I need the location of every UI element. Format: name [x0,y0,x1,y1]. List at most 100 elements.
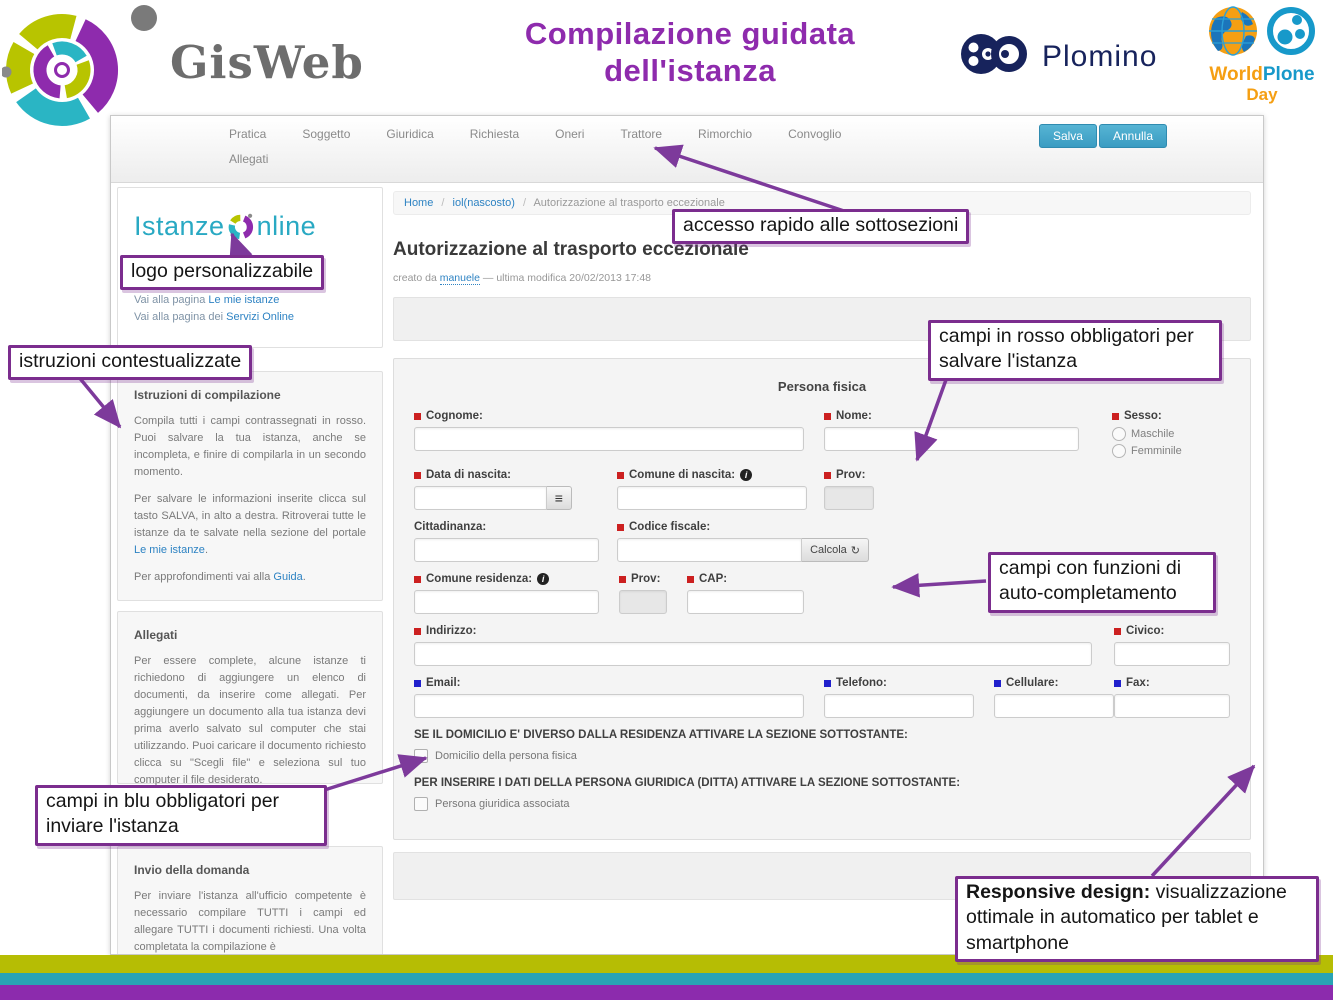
info-icon[interactable]: i [740,469,753,481]
telefono-label: Telefono: [824,677,974,689]
le-mie-istanze-link-2[interactable]: Le mie istanze [134,543,205,556]
plomino-wordmark: Plomino [1042,39,1158,73]
data-nascita-input[interactable] [414,486,547,510]
nome-input[interactable] [824,427,1079,451]
invio-p1: Per inviare l'istanza all'ufficio compet… [134,889,366,953]
guida-link[interactable]: Guida [273,570,303,583]
invio-title: Invio della domanda [134,863,250,877]
indirizzo-input[interactable] [414,642,1092,666]
required-blue-marker [824,679,831,687]
codice-fiscale-input[interactable] [617,538,803,562]
istruzioni-p3: Per approfondimenti vai alla Guida. [134,570,306,583]
plomino-icon [960,26,1032,87]
info-icon[interactable]: i [537,573,550,585]
company-checkbox[interactable] [414,797,428,811]
prov-residenza-input [619,590,667,614]
email-input[interactable] [414,694,804,718]
cognome-input[interactable] [414,427,804,451]
tab-allegati[interactable]: Allegati [229,152,269,166]
cittadinanza-input[interactable] [414,538,599,562]
callout-logo: logo personalizzabile [120,255,325,291]
required-red-marker [414,471,421,479]
tab-richiesta[interactable]: Richiesta [469,127,520,141]
prov-nascita-input [824,486,874,510]
required-blue-marker [994,679,1001,687]
cellulare-input[interactable] [994,694,1114,718]
link-le-mie-istanze-line: Vai alla pagina Le mie istanze [134,293,280,306]
tab-rimorchio[interactable]: Rimorchio [698,127,753,141]
page-title: Autorizzazione al trasporto eccezionale [393,239,749,260]
cellulare-label: Cellulare: [994,677,1114,689]
plomino-logo: Plomino [960,26,1157,87]
breadcrumb-section-link[interactable]: iol(nascosto) [452,197,515,209]
email-label: Email: [414,677,804,689]
nome-label: Nome: [824,410,1079,422]
byline: creato da manuele — ultima modifica 20/0… [393,272,652,285]
refresh-icon: ↻ [850,544,860,557]
nav-tabs-row2: Allegati [111,141,1263,166]
femminile-radio[interactable] [1112,444,1126,458]
required-red-marker [824,471,831,479]
allegati-title: Allegati [134,628,178,642]
required-red-marker [824,412,831,420]
tab-oneri[interactable]: Oneri [555,127,585,141]
maschile-label: Maschile [1131,428,1175,440]
prov-residenza-label: Prov: [619,573,667,585]
required-red-marker [1112,412,1119,420]
femminile-label: Femminile [1131,445,1182,457]
telefono-input[interactable] [824,694,974,718]
callout-responsive: Responsive design: visualizzazione ottim… [955,876,1319,963]
tab-soggetto[interactable]: Soggetto [302,127,351,141]
fax-label: Fax: [1114,677,1230,689]
worldplone-day-label: Day [1246,84,1278,104]
civico-input[interactable] [1114,642,1230,666]
required-blue-marker [1114,679,1121,687]
tab-pratica[interactable]: Pratica [229,127,267,141]
worldplone-day-logo: WorldPlone Day [1196,4,1328,105]
breadcrumb-current: Autorizzazione al trasporto eccezionale [533,197,725,209]
comune-nascita-input[interactable] [617,486,807,510]
le-mie-istanze-link[interactable]: Le mie istanze [208,293,280,306]
callout-subsections: accesso rapido alle sottosezioni [672,209,970,245]
sesso-options: Maschile Femminile [1112,427,1230,458]
istanze-online-o-icon [227,213,255,241]
callout-instructions: istruzioni contestualizzate [8,345,253,381]
required-red-marker [619,575,626,583]
cognome-label: Cognome: [414,410,804,422]
allegati-p1: Per essere complete, alcune istanze ti r… [134,654,366,786]
link-servizi-online-line: Vai alla pagina dei Servizi Online [134,310,295,323]
cap-input[interactable] [687,590,804,614]
domicile-checkbox[interactable] [414,749,428,763]
istanze-online-text-b: nline [256,211,317,241]
gisweb-wordmark: GisWeb [170,36,364,89]
author-link[interactable]: manuele [439,272,480,285]
breadcrumb-home-link[interactable]: Home [404,197,434,209]
comune-residenza-input[interactable] [414,590,599,614]
maschile-radio[interactable] [1112,427,1126,441]
cancel-button[interactable]: Annulla [1098,124,1167,148]
main-content: Home / iol(nascosto) / Autorizzazione al… [393,183,1251,954]
top-navigation: Pratica Soggetto Giuridica Richiesta One… [111,116,1263,183]
footer-stripe-purple [0,985,1333,1000]
required-red-marker [617,471,624,479]
save-button[interactable]: Salva [1038,124,1097,148]
tab-giuridica[interactable]: Giuridica [386,127,434,141]
codice-fiscale-label: Codice fiscale: [617,521,869,533]
required-red-marker [617,523,624,531]
sesso-label: Sesso: [1112,410,1230,422]
globe-icon [1206,4,1260,63]
form-actions: Salva Annulla [1038,124,1167,148]
servizi-online-link[interactable]: Servizi Online [226,310,295,323]
portlet-allegati: Allegati Per essere complete, alcune ist… [117,611,383,786]
civico-label: Civico: [1114,625,1230,637]
calendar-button[interactable]: ≡ [546,486,572,510]
tab-trattore[interactable]: Trattore [620,127,663,141]
data-nascita-label: Data di nascita: [414,469,572,481]
fax-input[interactable] [1114,694,1230,718]
required-red-marker [1114,627,1121,635]
portlet-invio: Invio della domanda Per inviare l'istanz… [117,846,383,954]
calcola-button[interactable]: Calcola ↻ [802,538,869,562]
tab-convoglio[interactable]: Convoglio [788,127,842,141]
required-red-marker [414,575,421,583]
